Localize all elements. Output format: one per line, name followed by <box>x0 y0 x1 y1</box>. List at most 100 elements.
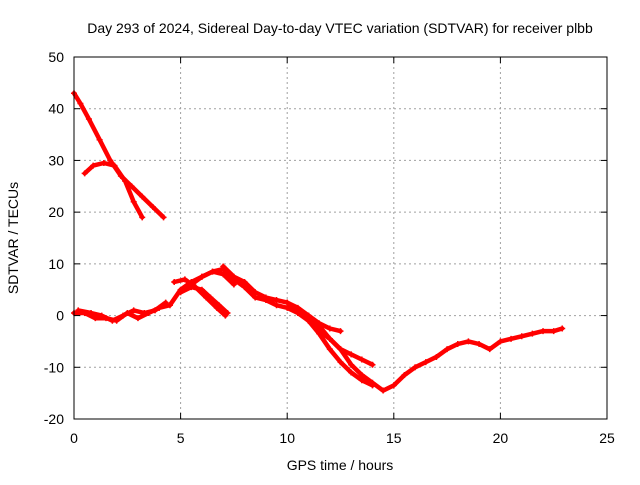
x-tick-label: 25 <box>599 430 615 446</box>
data-point <box>305 317 312 324</box>
data-point <box>540 328 547 335</box>
y-tick-label: -10 <box>44 359 64 375</box>
data-point <box>130 307 137 314</box>
data-point <box>497 338 504 345</box>
data-point <box>252 294 259 301</box>
data-point <box>390 382 397 389</box>
data-point <box>358 372 365 379</box>
data-point <box>215 302 222 309</box>
data-point <box>337 359 344 366</box>
data-point <box>209 268 216 275</box>
data-point <box>120 312 127 319</box>
data-point <box>220 263 227 270</box>
data-point <box>284 299 291 306</box>
data-series <box>71 90 566 394</box>
data-point <box>122 178 129 185</box>
data-point <box>305 312 312 319</box>
data-point <box>109 317 116 324</box>
data-point <box>262 294 269 301</box>
y-tick-label: 10 <box>48 256 64 272</box>
data-point <box>358 356 365 363</box>
data-point <box>134 315 141 322</box>
data-point <box>422 359 429 366</box>
data-point <box>476 341 483 348</box>
data-point <box>380 387 387 394</box>
data-point <box>273 302 280 309</box>
x-tick-label: 0 <box>70 430 78 446</box>
data-point <box>412 364 419 371</box>
data-point <box>198 273 205 280</box>
data-point <box>111 162 118 169</box>
data-point <box>166 302 173 309</box>
x-tick-label: 15 <box>386 430 402 446</box>
data-point <box>149 203 156 210</box>
y-tick-label: 20 <box>48 204 64 220</box>
data-point <box>171 278 178 285</box>
data-point <box>284 304 291 311</box>
data-point <box>465 338 472 345</box>
data-point <box>444 346 451 353</box>
data-point <box>337 346 344 353</box>
axis-ticks: 0 5 10 15 20 25 -20 -10 0 10 20 30 40 50 <box>44 49 615 446</box>
x-tick-label: 10 <box>279 430 295 446</box>
data-point <box>433 353 440 360</box>
data-point <box>348 369 355 376</box>
data-point <box>369 361 376 368</box>
data-point <box>241 278 248 285</box>
data-point <box>508 335 515 342</box>
data-point <box>316 330 323 337</box>
y-tick-label: 50 <box>48 49 64 65</box>
data-point <box>224 309 231 316</box>
data-point <box>139 193 146 200</box>
data-point <box>181 276 188 283</box>
data-point <box>88 309 95 316</box>
data-point <box>77 100 84 107</box>
data-point <box>337 328 344 335</box>
y-tick-label: 30 <box>48 152 64 168</box>
data-point <box>81 170 88 177</box>
data-point <box>98 312 105 319</box>
data-point <box>100 160 107 167</box>
data-point <box>188 281 195 288</box>
data-point <box>486 346 493 353</box>
data-point <box>326 325 333 332</box>
data-point <box>152 307 159 314</box>
data-point <box>177 289 184 296</box>
data-point <box>550 328 557 335</box>
data-point <box>454 341 461 348</box>
data-point <box>369 382 376 389</box>
data-point <box>207 294 214 301</box>
data-point <box>139 214 146 221</box>
data-point <box>75 307 82 314</box>
data-point <box>273 297 280 304</box>
series-arc-5 <box>171 277 228 318</box>
data-point <box>294 304 301 311</box>
data-point <box>252 289 259 296</box>
x-tick-label: 20 <box>493 430 509 446</box>
data-point <box>90 162 97 169</box>
data-point <box>220 271 227 278</box>
x-tick-label: 5 <box>177 430 185 446</box>
data-point <box>326 335 333 342</box>
data-point <box>358 377 365 384</box>
data-point <box>316 322 323 329</box>
data-point <box>348 351 355 358</box>
data-point <box>241 284 248 291</box>
data-point <box>162 299 169 306</box>
data-point <box>326 346 333 353</box>
y-tick-label: 0 <box>56 308 64 324</box>
y-tick-label: -20 <box>44 411 64 427</box>
y-axis-label: SDTVAR / TECUs <box>5 182 21 294</box>
data-point <box>230 281 237 288</box>
data-point <box>559 325 566 332</box>
data-point <box>348 361 355 368</box>
chart-title: Day 293 of 2024, Sidereal Day-to-day VTE… <box>87 20 593 36</box>
series-arc-10 <box>306 313 375 367</box>
data-point <box>160 214 167 221</box>
series-arc-1 <box>71 90 166 220</box>
data-point <box>529 330 536 337</box>
data-point <box>85 116 92 123</box>
data-point <box>401 372 408 379</box>
data-point <box>518 333 525 340</box>
